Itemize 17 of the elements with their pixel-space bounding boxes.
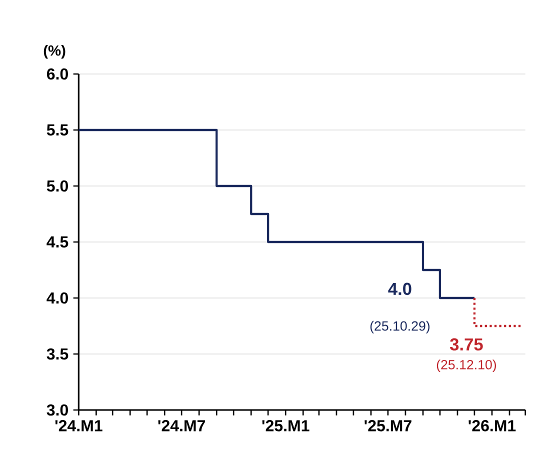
annotation: (25.12.10): [436, 360, 496, 372]
x-tick-label: '24.M7: [158, 420, 206, 432]
y-tick-label: 5.0: [46, 180, 68, 192]
x-tick-label: '25.M7: [364, 420, 412, 432]
x-tick-label: '26.M1: [468, 420, 516, 432]
annotation: 3.75: [450, 338, 483, 351]
x-tick-label: '25.M1: [262, 420, 310, 432]
y-tick-label: 4.5: [46, 236, 68, 248]
y-tick-label: 5.5: [46, 124, 68, 136]
y-tick-label: 3.5: [46, 348, 68, 360]
annotation: (25.10.29): [370, 320, 430, 334]
y-axis-title: (%): [44, 44, 66, 59]
y-tick-label: 4.0: [46, 292, 68, 304]
y-tick-label: 3.0: [46, 404, 68, 416]
x-tick-label: '24.M1: [55, 420, 102, 432]
annotation: 4.0: [388, 282, 412, 296]
y-tick-label: 6.0: [46, 68, 68, 80]
